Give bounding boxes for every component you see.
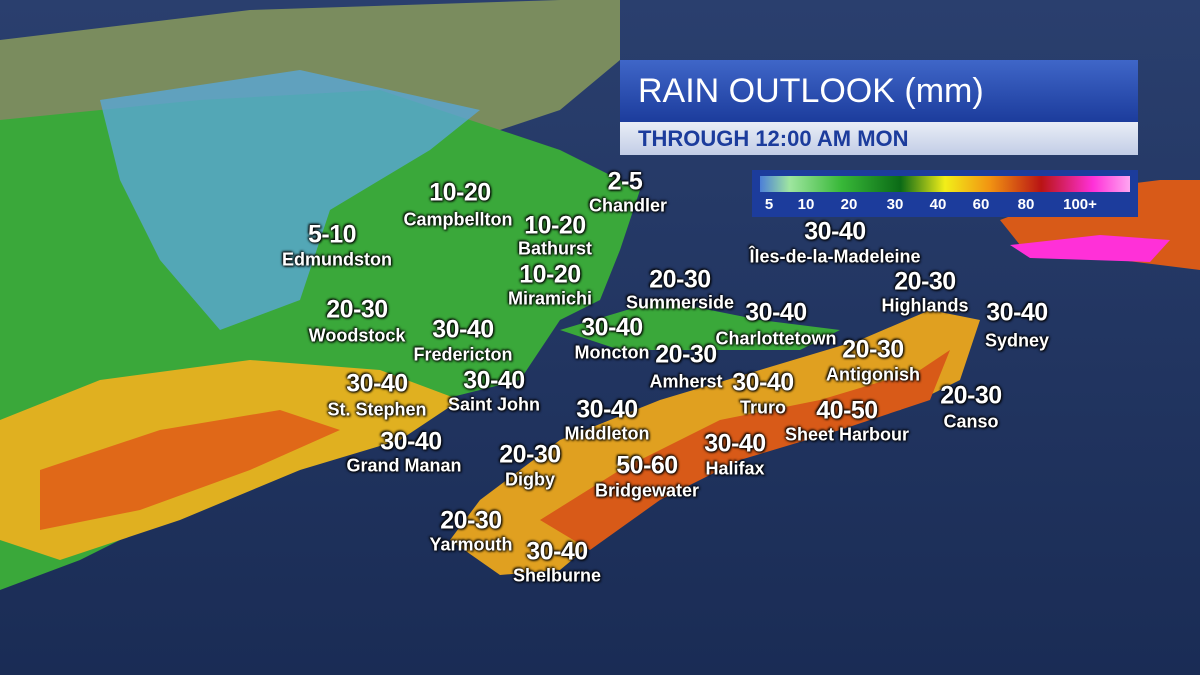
legend-scale — [760, 176, 1130, 192]
rain-amount: 30-40 — [432, 315, 494, 344]
legend: 5 10 20 30 40 60 80 100+ — [752, 170, 1138, 217]
place-name: Woodstock — [308, 325, 406, 346]
legend-label: 40 — [929, 196, 947, 213]
rain-amount: 20-30 — [894, 267, 956, 296]
place-name: Yarmouth — [429, 534, 513, 555]
place-name: Chandler — [588, 195, 668, 216]
place-name: Halifax — [705, 458, 765, 479]
rain-amount: 10-20 — [524, 211, 586, 240]
legend-label: 20 — [840, 196, 858, 213]
rain-amount: 20-30 — [440, 506, 502, 535]
place-name: Truro — [739, 397, 787, 418]
rain-amount: 30-40 — [986, 298, 1048, 327]
header: RAIN OUTLOOK (mm) THROUGH 12:00 AM MON — [620, 60, 1138, 158]
place-name: Miramichi — [507, 288, 593, 309]
rain-amount: 30-40 — [732, 368, 794, 397]
rain-amount: 30-40 — [576, 395, 638, 424]
rain-amount: 20-30 — [499, 440, 561, 469]
place-name: Fredericton — [413, 344, 513, 365]
place-name: Îles-de-la-Madeleine — [749, 246, 921, 267]
rain-amount: 20-30 — [649, 265, 711, 294]
rain-amount: 30-40 — [581, 313, 643, 342]
place-name: Amherst — [649, 371, 723, 392]
place-name: Middleton — [564, 423, 650, 444]
rain-amount: 50-60 — [616, 451, 678, 480]
place-name: Digby — [504, 469, 556, 490]
legend-label: 100+ — [1063, 196, 1097, 213]
rain-amount: 20-30 — [842, 335, 904, 364]
rain-amount: 10-20 — [429, 178, 491, 207]
place-name: Grand Manan — [346, 455, 462, 476]
rain-amount: 20-30 — [326, 295, 388, 324]
rain-amount: 30-40 — [463, 366, 525, 395]
rain-amount: 30-40 — [380, 427, 442, 456]
legend-label: 5 — [764, 196, 774, 213]
legend-label: 80 — [1017, 196, 1035, 213]
rain-amount: 2-5 — [607, 167, 643, 196]
rain-amount: 20-30 — [655, 340, 717, 369]
place-name: Moncton — [574, 342, 650, 363]
rain-amount: 20-30 — [940, 381, 1002, 410]
place-name: Bathurst — [517, 238, 593, 259]
subtitle: THROUGH 12:00 AM MON — [620, 122, 1138, 155]
place-name: Highlands — [881, 295, 969, 316]
place-name: Bridgewater — [594, 480, 700, 501]
place-name: St. Stephen — [327, 399, 427, 420]
place-name: Edmundston — [282, 249, 392, 270]
place-name: Sheet Harbour — [784, 424, 910, 445]
rain-amount: 30-40 — [745, 298, 807, 327]
place-name: Summerside — [625, 292, 735, 313]
rain-amount: 30-40 — [346, 369, 408, 398]
rain-amount: 30-40 — [804, 217, 866, 246]
place-name: Shelburne — [512, 565, 602, 586]
place-name: Campbellton — [403, 209, 513, 230]
place-name: Saint John — [447, 394, 541, 415]
place-name: Canso — [943, 411, 999, 432]
rain-amount: 30-40 — [704, 429, 766, 458]
legend-label: 10 — [797, 196, 815, 213]
rain-amount: 10-20 — [519, 260, 581, 289]
rain-amount: 40-50 — [816, 396, 878, 425]
place-name: Charlottetown — [715, 328, 837, 349]
rain-amount: 30-40 — [526, 537, 588, 566]
title: RAIN OUTLOOK (mm) — [620, 60, 1138, 122]
place-name: Antigonish — [826, 364, 920, 385]
legend-label: 30 — [886, 196, 904, 213]
rain-amount: 5-10 — [307, 220, 357, 249]
place-name: Sydney — [984, 330, 1050, 351]
legend-label: 60 — [972, 196, 990, 213]
